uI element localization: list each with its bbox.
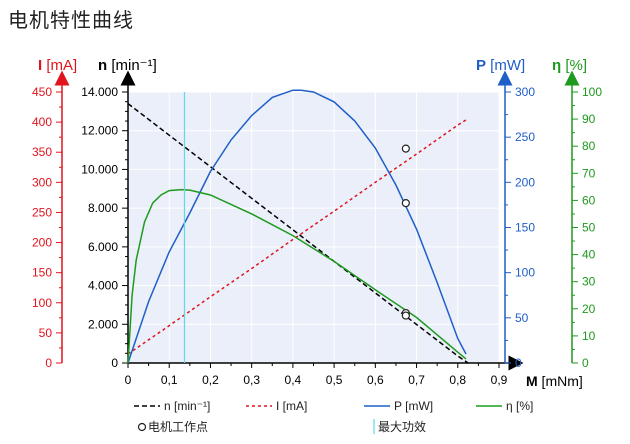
y-tick-label: 40 [582,248,596,262]
y-tick-label: 0 [45,356,52,370]
x-axis-label: M [mNm] [526,373,583,389]
legend-label: η [%] [506,399,533,413]
y-tick-label: 2.000 [88,317,118,331]
legend-label: I [mA] [276,399,307,413]
y-tick-label: 0 [582,356,589,370]
y-tick-label: 90 [582,112,596,126]
x-tick-label: 0,6 [367,373,384,387]
y-tick-label: 300 [32,175,52,189]
y-tick-label: 8.000 [88,201,118,215]
legend-marker-operating-point [137,422,147,432]
y-tick-label: 100 [515,266,535,280]
y-tick-label: 200 [515,175,535,189]
x-tick-label: 0 [125,373,132,387]
y-axis-label: n [min⁻¹] [98,57,157,74]
series-line-P [127,89,467,364]
y-tick-label: 6.000 [88,240,118,254]
legend-label: n [min⁻¹] [164,399,210,413]
y-tick-label: 50 [39,326,53,340]
y-tick-label: 20 [582,302,596,316]
y-tick-label: 10.000 [81,162,118,176]
plot-area [128,92,499,363]
series-line-eta [127,188,467,364]
page-title: 电机特性曲线 [8,8,134,32]
y-tick-label: 12.000 [81,124,118,138]
operating-point-marker [401,199,410,208]
series-lines [127,89,469,364]
x-tick-label: 0,3 [243,373,260,387]
y-tick-label: 50 [515,311,529,325]
y-tick-label: 100 [582,85,602,99]
legend-label: 电机工作点 [148,420,208,434]
y-axis-P: 0 50 100 150 200 250 300 P [mW] [476,57,535,370]
y-axis-I: 0 50 100 150 200 250 300 350 400 450 I [mA] [32,57,77,370]
y-tick-label: 200 [32,236,52,250]
y-tick-label: 250 [32,205,52,219]
legend-label: 最大功效 [378,419,426,434]
y-tick-label: 80 [582,139,596,153]
x-tick-label: 0,4 [285,373,302,387]
x-tick-label: 0,1 [161,373,178,387]
y-tick-label: 14.000 [81,85,118,99]
legend-label: P [mW] [394,399,433,413]
y-tick-label: 250 [515,130,535,144]
y-axis-n: 0 2.000 4.000 6.000 8.000 10.000 12.000 14.000 n… [81,57,156,370]
y-axis-label: I [mA] [38,57,77,74]
y-tick-label: 150 [32,266,52,280]
y-tick-label: 0 [515,356,522,370]
annotations [183,92,410,363]
y-tick-label: 100 [32,296,52,310]
y-tick-label: 50 [582,221,596,235]
y-tick-label: 150 [515,221,535,235]
x-tick-label: 0,7 [408,373,425,387]
x-tick-label: 0,5 [326,373,343,387]
y-tick-label: 4.000 [88,279,118,293]
series-line-n [127,103,469,364]
y-tick-label: 400 [32,115,52,129]
x-tick-label: 0,8 [449,373,466,387]
x-tick-label: 0,2 [202,373,219,387]
y-tick-label: 30 [582,275,596,289]
operating-point-marker [401,144,410,153]
axes: 0 0,1 0,2 0,3 0,4 0,5 0,6 0,7 0,8 0,9 M [mNm] 0 50 10… [32,57,602,389]
x-tick-label: 0,9 [491,373,508,387]
y-tick-label: 300 [515,85,535,99]
operating-point-marker [401,311,410,320]
y-tick-label: 0 [111,356,118,370]
y-tick-label: 60 [582,193,596,207]
y-axis-label: P [mW] [476,57,525,74]
y-axis-eta: 0 10 20 30 40 50 60 70 80 90 100 η [%] [552,57,602,370]
y-tick-label: 70 [582,166,596,180]
y-axis-label: η [%] [552,57,587,74]
y-tick-label: 450 [32,85,52,99]
y-tick-label: 10 [582,329,596,343]
legend: n [min⁻¹] I [mA] P [mW] η [%] 电机工作点 最大功效 [134,399,533,434]
y-tick-label: 350 [32,145,52,159]
